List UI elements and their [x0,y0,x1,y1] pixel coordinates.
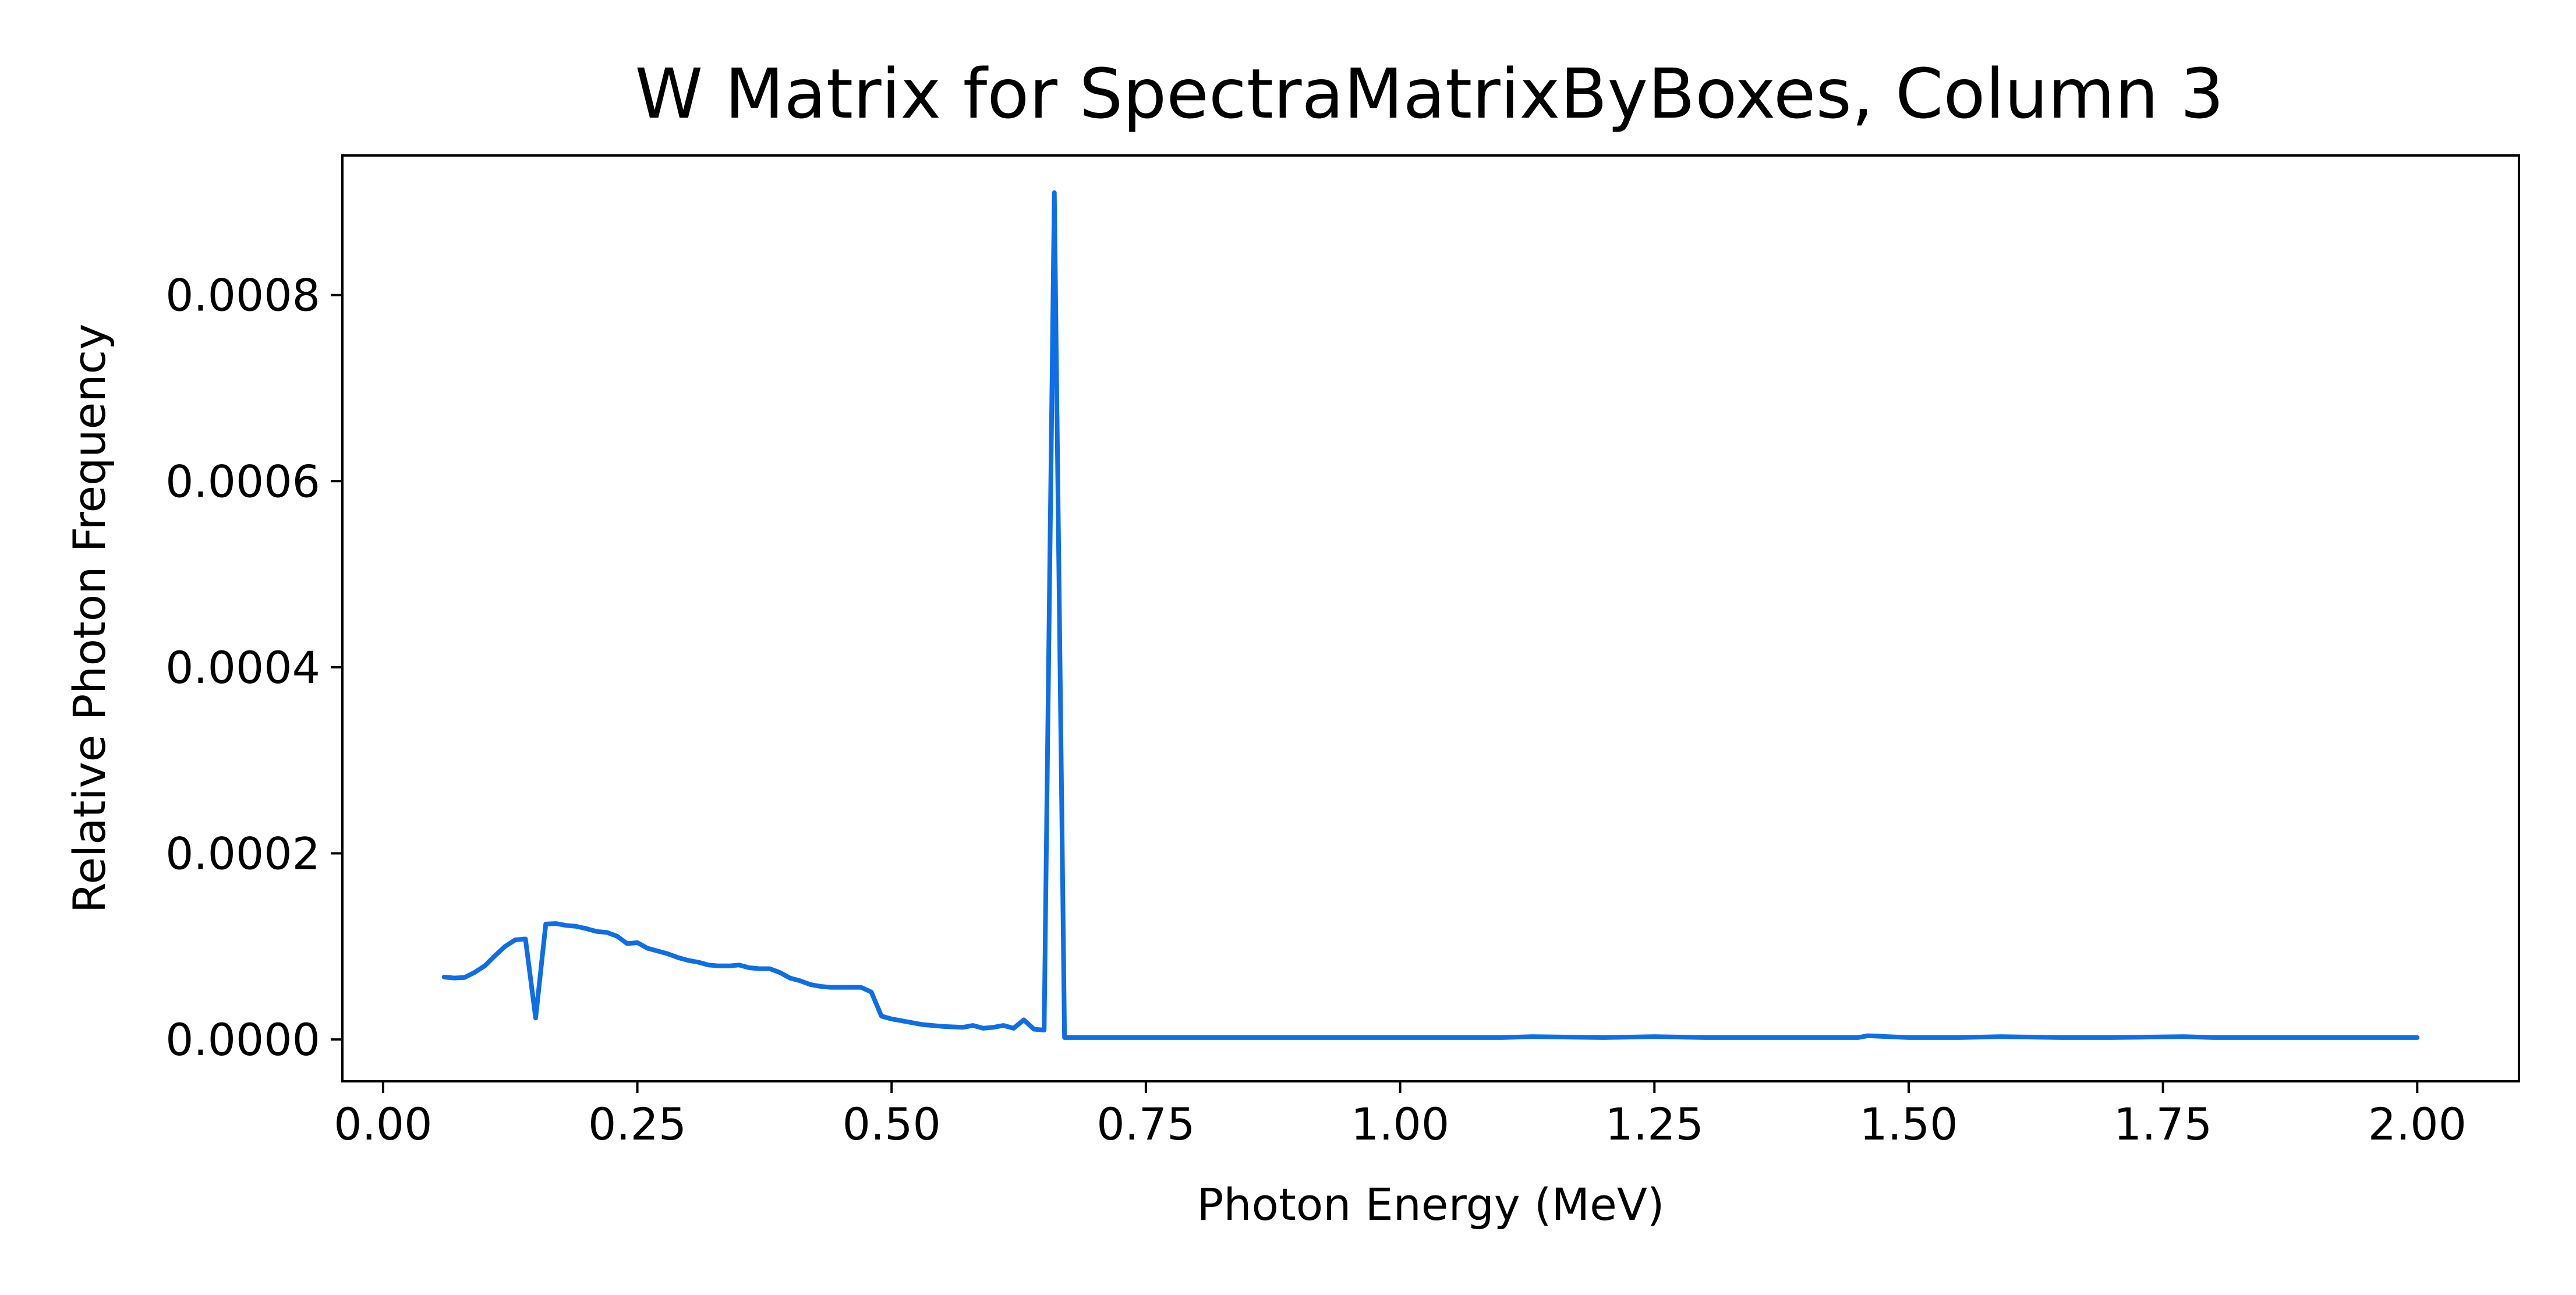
series-line [441,190,2420,1040]
y-tick-label: 0.0006 [165,455,320,507]
x-tick-label: 0.75 [1096,1098,1195,1150]
x-tick-label: 2.00 [2368,1098,2467,1150]
x-tick-label: 1.75 [2114,1098,2212,1150]
y-axis-ticks: 0.0000 0.0002 0.0004 0.0006 0.0008 [165,270,342,1066]
y-axis-label: Relative Photon Frequency [63,324,115,913]
x-tick-label: 1.00 [1351,1098,1449,1150]
chart-title: W Matrix for SpectraMatrixByBoxes, Colum… [635,54,2224,134]
x-tick-label: 1.25 [1605,1098,1704,1150]
plot-frame [341,154,2520,1082]
x-tick-label: 0.00 [334,1098,432,1150]
x-tick-label: 0.25 [588,1098,687,1150]
x-tick-label: 1.50 [1859,1098,1958,1150]
y-tick-label: 0.0008 [165,270,320,321]
x-tick-label: 0.50 [843,1098,941,1150]
x-axis-label: Photon Energy (MeV) [1197,1179,1665,1230]
x-axis-ticks: 0.00 0.25 0.50 0.75 1.00 1.25 1.50 1.75 2.00 [334,1081,2467,1150]
y-tick-label: 0.0000 [165,1014,320,1066]
y-tick-label: 0.0002 [165,827,320,879]
y-tick-label: 0.0004 [165,642,320,694]
